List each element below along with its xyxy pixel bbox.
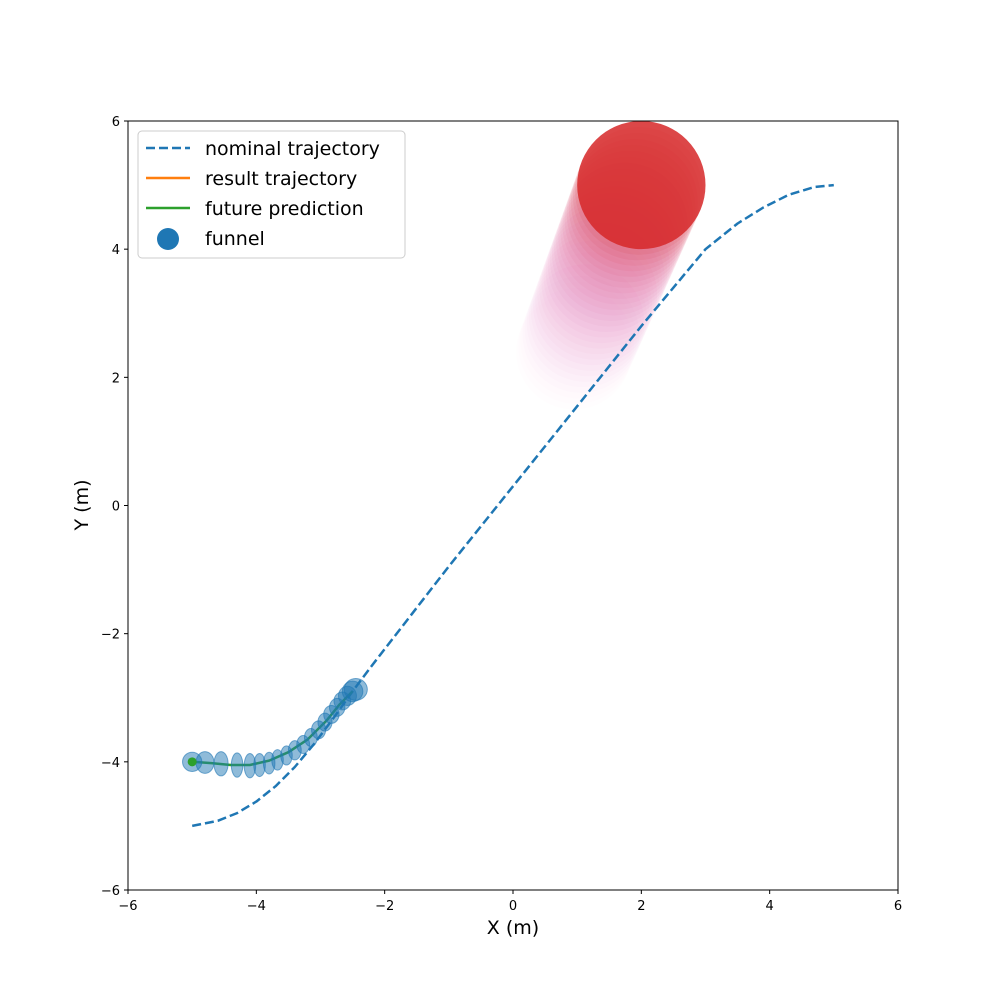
x-tick-label: −6 (118, 899, 137, 914)
legend-box (137, 130, 406, 259)
series-layer (191, 183, 834, 828)
x-tick-label: 4 (766, 899, 774, 914)
y-tick-label: 0 (112, 500, 120, 515)
start-point-marker (187, 757, 197, 767)
y-tick-label: 6 (112, 115, 120, 130)
obstacle-layer (537, 121, 706, 355)
legend-label-result: result trajectory (205, 168, 357, 190)
obstacle-disc (577, 121, 706, 250)
funnel-layer (182, 678, 368, 779)
x-tick-label: 2 (637, 899, 645, 914)
ticks-layer: −6 −4 −2 0 2 4 6 −6 −4 −2 0 2 4 6 (101, 115, 902, 914)
y-tick-label: −2 (101, 628, 120, 643)
y-tick-label: −6 (101, 884, 120, 899)
y-tick-label: 4 (112, 243, 120, 258)
y-tick-label: −4 (101, 756, 120, 771)
legend-label-funnel: funnel (205, 228, 265, 250)
nominal-trajectory-line (191, 183, 834, 828)
legend-label-future: future prediction (205, 198, 364, 220)
funnel-ellipse (343, 678, 368, 701)
x-tick-label: −2 (375, 899, 394, 914)
legend-label-nominal: nominal trajectory (205, 138, 380, 160)
marker-layer (187, 757, 197, 767)
y-axis-title: Y (m) (71, 480, 93, 532)
plot-content (182, 121, 834, 828)
x-tick-label: 0 (509, 899, 517, 914)
x-axis-title: X (m) (487, 917, 539, 939)
funnel-ellipse (230, 752, 244, 778)
funnel-ellipse (195, 751, 215, 774)
funnel-ellipse (213, 751, 229, 777)
x-tick-label: 6 (894, 899, 902, 914)
x-tick-label: −4 (247, 899, 266, 914)
obstacle-disc (541, 222, 663, 344)
legend-marker-funnel (157, 228, 179, 250)
obstacle-disc (539, 228, 660, 349)
legend: nominal trajectory result trajectory fut… (137, 130, 406, 259)
obstacle-disc (537, 234, 658, 355)
y-tick-label: 2 (112, 371, 120, 386)
